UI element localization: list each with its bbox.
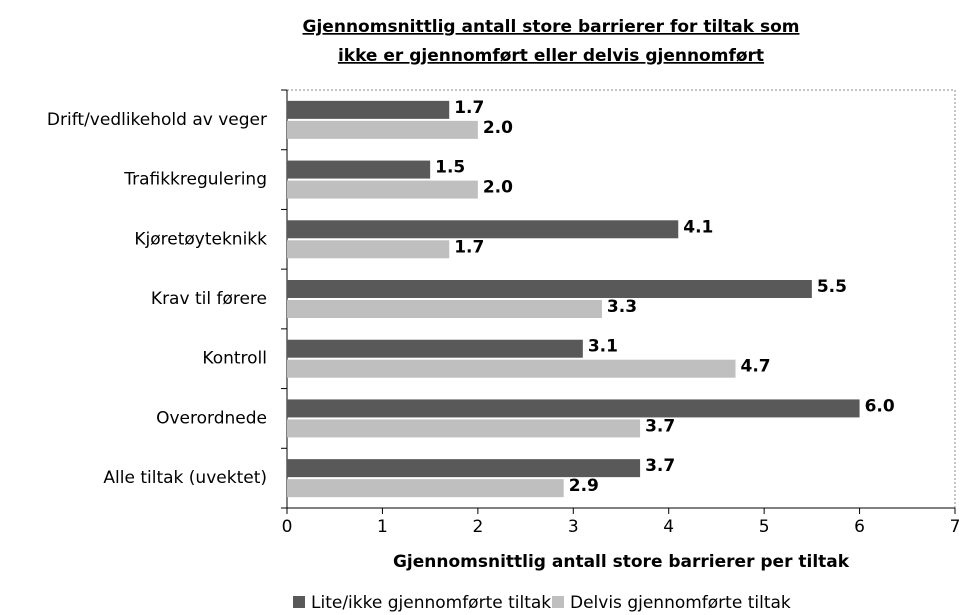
chart-title: ikke er gjennomført eller delvis gjennom… <box>338 46 764 66</box>
value-label: 4.7 <box>741 357 771 377</box>
value-label: 1.7 <box>454 98 484 118</box>
value-label: 3.1 <box>588 337 618 357</box>
bar <box>287 180 478 199</box>
x-tick-label: 3 <box>568 517 579 537</box>
bar <box>287 280 812 298</box>
bar <box>287 339 583 358</box>
y-tick-label: Kontroll <box>202 349 267 369</box>
bar <box>287 160 431 179</box>
legend-label: Delvis gjennomførte tiltak <box>570 593 791 613</box>
bar <box>287 220 679 239</box>
x-tick-label: 0 <box>282 517 293 537</box>
value-label: 2.0 <box>483 178 513 198</box>
x-tick-label: 6 <box>854 517 865 537</box>
chart-title: Gjennomsnittlig antall store barrierer f… <box>303 17 800 37</box>
value-label: 6.0 <box>865 396 895 416</box>
value-label: 4.1 <box>683 217 713 237</box>
x-tick-label: 7 <box>950 517 960 537</box>
value-label: 5.5 <box>817 277 847 297</box>
bar <box>287 399 860 418</box>
bar <box>287 359 736 378</box>
legend-swatch <box>552 596 564 608</box>
x-axis-title: Gjennomsnittlig antall store barrierer p… <box>393 552 850 572</box>
value-label: 1.7 <box>454 237 484 257</box>
legend-swatch <box>293 596 305 608</box>
value-label: 3.7 <box>645 416 675 436</box>
x-tick-label: 5 <box>759 517 770 537</box>
bar <box>287 300 602 318</box>
value-label: 3.7 <box>645 456 675 476</box>
y-tick-label: Drift/vedlikehold av veger <box>47 110 267 130</box>
x-tick-label: 1 <box>377 517 388 537</box>
bar <box>287 419 641 438</box>
value-label: 2.9 <box>569 476 599 496</box>
bar <box>287 459 641 478</box>
bar <box>287 100 450 119</box>
bar <box>287 240 450 259</box>
y-tick-label: Alle tiltak (uvektet) <box>103 468 267 488</box>
value-label: 2.0 <box>483 118 513 138</box>
y-tick-label: Krav til førere <box>151 289 267 309</box>
y-tick-label: Trafikkregulering <box>123 170 267 190</box>
x-tick-label: 2 <box>472 517 483 537</box>
y-tick-label: Kjøretøyteknikk <box>134 229 267 249</box>
value-label: 1.5 <box>435 158 465 178</box>
bar <box>287 120 478 139</box>
bar <box>287 479 564 498</box>
x-tick-label: 4 <box>663 517 674 537</box>
value-label: 3.3 <box>607 297 637 317</box>
y-tick-label: Overordnede <box>156 408 267 428</box>
legend-label: Lite/ikke gjennomførte tiltak <box>311 593 551 613</box>
